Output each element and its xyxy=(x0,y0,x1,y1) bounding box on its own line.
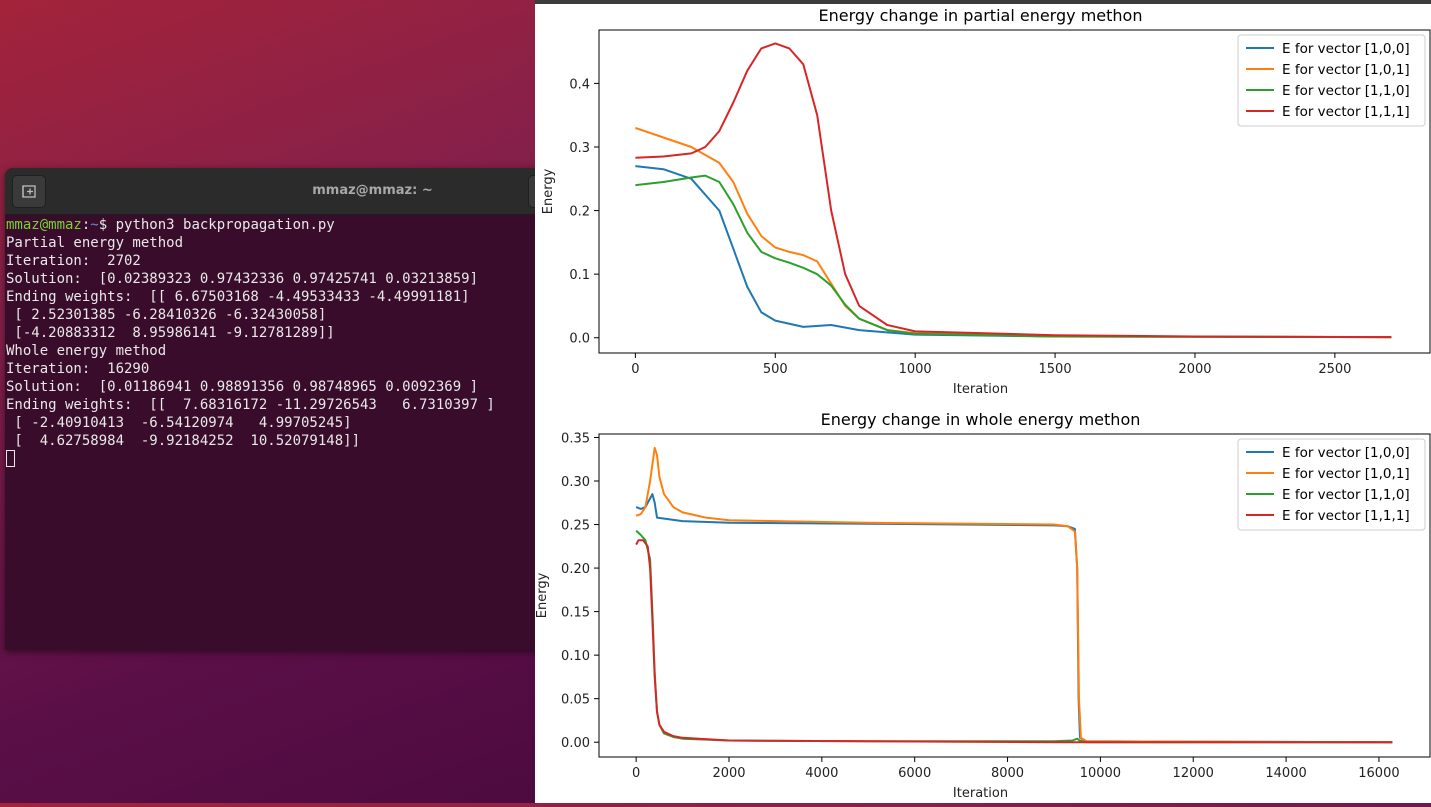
output-line: Iteration: 16290 xyxy=(6,361,150,377)
output-line: [ 2.52301385 -6.28410326 -6.32430058] xyxy=(6,307,327,323)
y-tick-label: 0.25 xyxy=(561,519,590,534)
y-tick-label: 0.3 xyxy=(569,141,590,156)
legend-label: E for vector [1,0,1] xyxy=(1282,62,1410,78)
x-tick-label: 6000 xyxy=(898,766,931,781)
y-axis-label: Energy xyxy=(541,168,556,214)
cursor-line xyxy=(6,450,545,468)
y-tick-label: 0.0 xyxy=(569,332,590,347)
y-tick-label: 0.15 xyxy=(561,606,590,621)
series-line-3 xyxy=(635,529,1393,744)
x-tick-label: 2500 xyxy=(1318,362,1351,377)
y-tick-label: 0.30 xyxy=(561,475,590,490)
x-tick-label: 2000 xyxy=(712,766,745,781)
x-tick-label: 12000 xyxy=(1173,766,1214,781)
prompt-separator: : xyxy=(81,217,91,233)
x-tick-label: 8000 xyxy=(991,766,1024,781)
y-tick-label: 0.35 xyxy=(561,431,590,446)
legend-label: E for vector [1,0,0] xyxy=(1282,41,1410,57)
x-tick-label: 2000 xyxy=(1178,362,1211,377)
y-tick-label: 0.1 xyxy=(569,268,590,283)
terminal-output[interactable]: mmaz@mmaz:~$ python3 backpropagation.py P… xyxy=(6,216,545,650)
output-line: [-4.20883312 8.95986141 -9.12781289]] xyxy=(6,325,335,341)
new-tab-icon xyxy=(22,185,36,198)
x-tick-label: 10000 xyxy=(1080,766,1121,781)
plot-frame xyxy=(598,29,1431,354)
prompt-line: mmaz@mmaz:~$ python3 backpropagation.py xyxy=(6,216,545,234)
chart-2: Energy change in whole energy methon 0 200… xyxy=(535,410,1431,801)
output-line: Iteration: 2702 xyxy=(6,253,141,269)
x-tick-label: 16000 xyxy=(1358,766,1399,781)
legend-label: E for vector [1,0,0] xyxy=(1282,445,1410,461)
chart-title: Energy change in whole energy methon xyxy=(821,410,1141,429)
x-tick-label: 500 xyxy=(763,362,788,377)
output-line: Partial energy method xyxy=(6,235,184,251)
figure-canvas: Energy change in partial energy methon 0 5… xyxy=(535,6,1431,801)
legend: E for vector [1,0,0] E for vector [1,0,1]… xyxy=(1237,34,1426,127)
plot-window[interactable]: Energy change in partial energy methon 0 5… xyxy=(535,0,1431,803)
series-line-2 xyxy=(635,446,1393,744)
output-line: Solution: [0.01186941 0.98891356 0.98748… xyxy=(6,379,479,395)
chart-1: Energy change in partial energy methon 0 5… xyxy=(541,6,1431,397)
series-line-1 xyxy=(635,165,1392,339)
x-axis-label: Iteration xyxy=(953,786,1008,801)
terminal-title: mmaz@mmaz: ~ xyxy=(312,183,433,198)
output-line: Whole energy method xyxy=(6,343,167,359)
output-line: Solution: [0.02389323 0.97432336 0.97425… xyxy=(6,271,479,287)
plot-frame xyxy=(598,433,1431,758)
x-tick-label: 1500 xyxy=(1039,362,1072,377)
series-line-4 xyxy=(635,42,1392,339)
legend-label: E for vector [1,0,1] xyxy=(1282,466,1410,482)
chart-title: Energy change in partial energy methon xyxy=(819,6,1143,25)
prompt-symbol: $ xyxy=(98,217,116,233)
y-tick-label: 0.10 xyxy=(561,649,590,664)
output-line: [ 4.62758984 -9.92184252 10.52079148]] xyxy=(6,433,361,449)
legend-box xyxy=(1237,34,1426,127)
series-line-4 xyxy=(635,539,1393,744)
x-tick-label: 14000 xyxy=(1265,766,1306,781)
terminal-titlebar[interactable]: mmaz@mmaz: ~ xyxy=(5,168,545,215)
terminal-window[interactable]: mmaz@mmaz: ~ mmaz@mmaz:~$ python3 backpr… xyxy=(5,168,545,650)
text-cursor xyxy=(6,450,15,467)
y-tick-label: 0.2 xyxy=(569,205,590,220)
output-line: Ending weights: [[ 7.68316172 -11.297265… xyxy=(6,397,495,413)
legend-label: E for vector [1,1,0] xyxy=(1282,487,1410,503)
x-tick-label: 1000 xyxy=(899,362,932,377)
legend-label: E for vector [1,1,1] xyxy=(1282,508,1410,524)
series-line-1 xyxy=(635,493,1393,744)
y-axis-label: Energy xyxy=(535,572,550,618)
legend-label: E for vector [1,1,1] xyxy=(1282,104,1410,120)
prompt-command: python3 backpropagation.py xyxy=(115,217,335,233)
series-line-2 xyxy=(635,126,1392,339)
x-tick-label: 4000 xyxy=(805,766,838,781)
x-tick-label: 0 xyxy=(632,766,640,781)
output-line: Ending weights: [[ 6.67503168 -4.4953343… xyxy=(6,289,470,305)
x-tick-label: 0 xyxy=(631,362,639,377)
y-tick-label: 0.4 xyxy=(569,77,590,92)
y-tick-label: 0.05 xyxy=(561,693,590,708)
y-tick-label: 0.00 xyxy=(561,736,590,751)
y-tick-label: 0.20 xyxy=(561,562,590,577)
prompt-path: ~ xyxy=(90,217,99,233)
output-line: [ -2.40910413 -6.54120974 4.99705245] xyxy=(6,415,352,431)
legend-label: E for vector [1,1,0] xyxy=(1282,83,1410,99)
x-axis-label: Iteration xyxy=(953,382,1008,397)
new-tab-button[interactable] xyxy=(12,175,46,208)
legend-box xyxy=(1237,438,1426,531)
prompt-user: mmaz@mmaz xyxy=(6,217,82,233)
legend: E for vector [1,0,0] E for vector [1,0,1]… xyxy=(1237,438,1426,531)
series-line-3 xyxy=(635,174,1392,339)
